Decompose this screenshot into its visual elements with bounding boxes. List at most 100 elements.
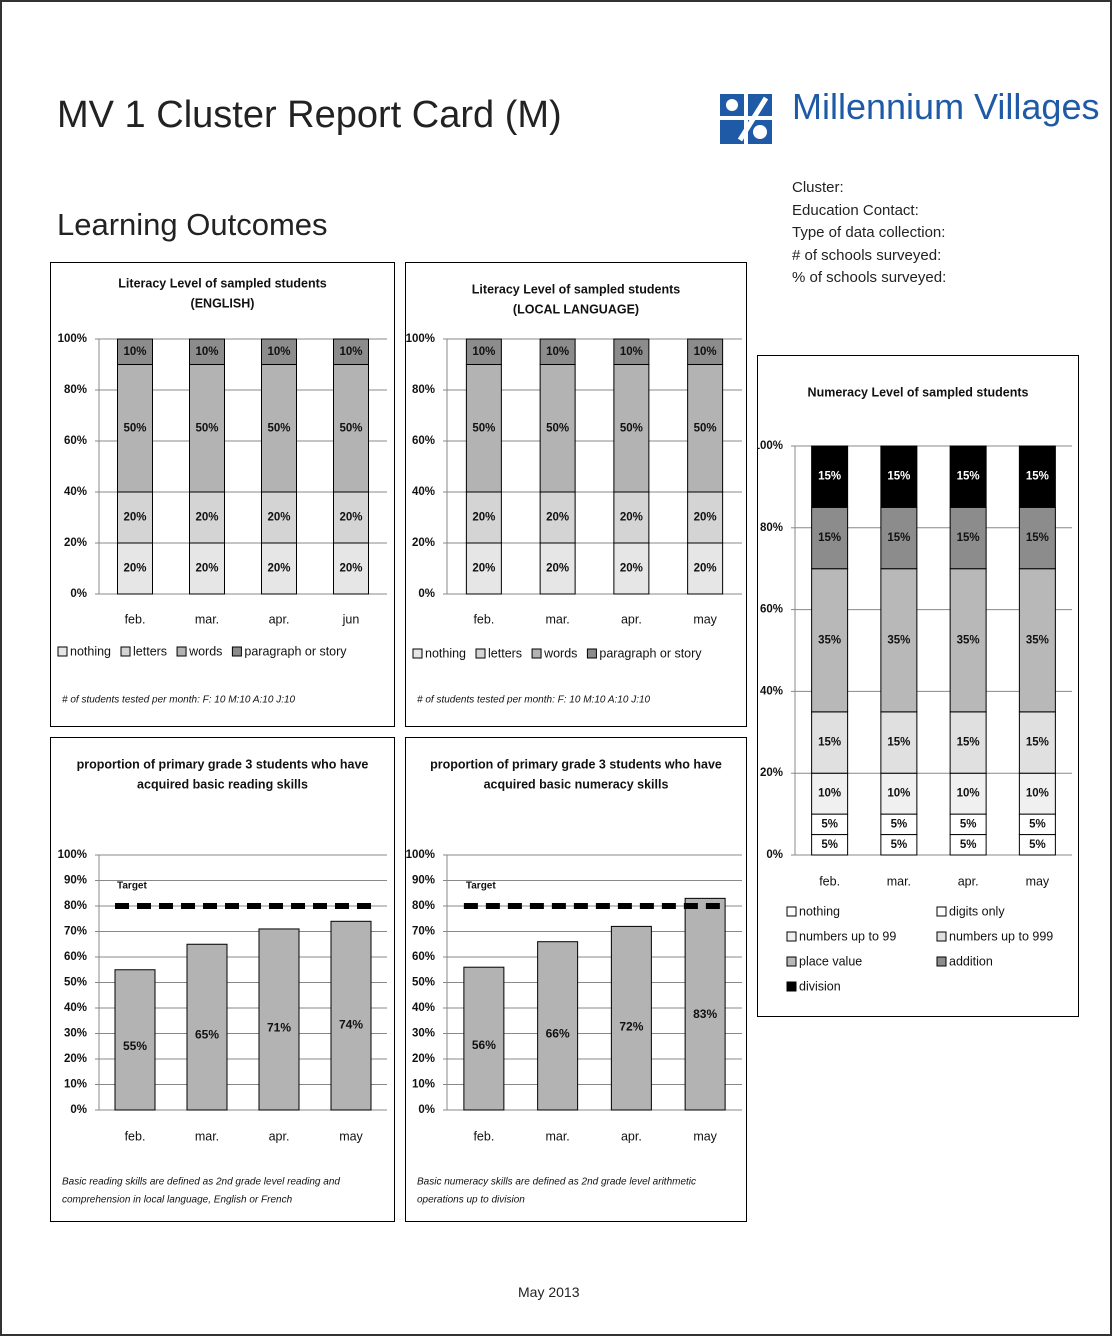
- data-label: 20%: [195, 512, 218, 524]
- data-label: 5%: [960, 839, 977, 851]
- info-item: # of schools surveyed:: [792, 246, 942, 264]
- data-label: 20%: [546, 563, 569, 575]
- bar: [186, 943, 228, 1111]
- bar-segment: [687, 542, 724, 595]
- y-tick-label: 60%: [412, 951, 435, 963]
- legend-label: digits only: [949, 904, 1005, 918]
- data-label: 71%: [267, 1021, 291, 1035]
- data-label: 65%: [195, 1028, 219, 1042]
- data-label: 15%: [818, 532, 841, 544]
- info-item: Type of data collection:: [792, 224, 946, 241]
- y-tick-label: 60%: [760, 604, 783, 616]
- y-tick-label: 80%: [412, 384, 435, 396]
- data-label: 50%: [339, 422, 362, 434]
- chart-note: # of students tested per month: F: 10 M:…: [417, 695, 651, 706]
- x-tick-label: apr.: [269, 1129, 290, 1143]
- bar-segment: [539, 491, 576, 544]
- y-tick-label: 0%: [70, 588, 87, 600]
- data-label: 5%: [821, 818, 838, 830]
- info-list: Cluster: Education Contact: Type of data…: [792, 177, 946, 290]
- target-label: Target: [117, 881, 147, 892]
- legend-label: nothing: [799, 904, 840, 918]
- legend-label: letters: [488, 646, 522, 660]
- chart-box: Numeracy Level of sampled students 0% 20% 4…: [757, 355, 1079, 1017]
- bar-segment: [465, 491, 502, 544]
- legend-label: numbers up to 99: [799, 929, 896, 943]
- bar-segment: [333, 542, 369, 595]
- data-label: 20%: [339, 563, 362, 575]
- y-tick-label: 80%: [64, 900, 87, 912]
- bar-segment: [333, 338, 369, 365]
- x-tick-label: mar.: [195, 1129, 219, 1143]
- bar-segment: [613, 542, 650, 595]
- chart-note: operations up to division: [417, 1195, 525, 1206]
- bar-segment: [261, 364, 297, 493]
- data-label: 5%: [821, 839, 838, 851]
- data-label: 55%: [123, 1039, 147, 1053]
- chart-title: proportion of primary grade 3 students w…: [77, 757, 369, 771]
- bar-segment: [811, 506, 849, 570]
- data-label: 50%: [546, 422, 569, 434]
- legend-swatch: [786, 956, 797, 967]
- y-tick-label: 90%: [412, 875, 435, 887]
- data-label: 66%: [546, 1026, 570, 1040]
- data-label: 15%: [818, 471, 841, 483]
- y-tick-label: 60%: [412, 435, 435, 447]
- y-tick-label: 20%: [412, 537, 435, 549]
- bar-segment: [949, 711, 987, 774]
- bar: [684, 897, 726, 1111]
- data-label: 15%: [957, 737, 980, 749]
- y-tick-label: 90%: [64, 875, 87, 887]
- bar-segment: [811, 568, 849, 713]
- data-label: 35%: [818, 634, 841, 646]
- bar-segment: [117, 338, 153, 365]
- bar-segment: [613, 491, 650, 544]
- info-item: % of schools surveyed:: [792, 269, 947, 286]
- data-label: 20%: [339, 512, 362, 524]
- bar-segment: [811, 772, 849, 815]
- y-tick-label: 20%: [760, 767, 783, 779]
- bar-segment: [1018, 711, 1056, 774]
- bar: [463, 966, 505, 1111]
- x-tick-label: mar.: [545, 1129, 569, 1143]
- bar-segment: [261, 491, 297, 544]
- bar-segment: [117, 364, 153, 493]
- chart-title: acquired basic numeracy skills: [484, 777, 669, 791]
- legend-label: words: [543, 646, 577, 660]
- chart-note: Basic numeracy skills are defined as 2nd…: [417, 1177, 696, 1188]
- data-label: 15%: [887, 471, 910, 483]
- bar-segment: [880, 568, 918, 713]
- y-tick-label: 40%: [412, 1002, 435, 1014]
- bar: [537, 941, 579, 1111]
- y-tick-label: 80%: [412, 900, 435, 912]
- data-label: 50%: [267, 422, 290, 434]
- data-label: 20%: [472, 512, 495, 524]
- legend-label: nothing: [425, 646, 466, 660]
- bar: [114, 969, 156, 1111]
- x-tick-label: may: [693, 1129, 717, 1143]
- bar-segment: [465, 542, 502, 595]
- legend-label: numbers up to 999: [949, 929, 1053, 943]
- bar-segment: [687, 364, 724, 493]
- bar-segment: [811, 445, 849, 508]
- x-tick-label: feb.: [473, 612, 494, 626]
- x-tick-label: feb.: [125, 1129, 146, 1143]
- data-label: 10%: [123, 346, 146, 358]
- data-label: 50%: [123, 422, 146, 434]
- chart-box: proportion of primary grade 3 students w…: [405, 737, 747, 1222]
- bar-segment: [687, 338, 724, 365]
- data-label: 10%: [339, 346, 362, 358]
- data-label: 50%: [472, 422, 495, 434]
- data-label: 10%: [1026, 788, 1049, 800]
- bar-segment: [333, 491, 369, 544]
- data-label: 20%: [694, 512, 717, 524]
- legend-swatch: [531, 648, 542, 659]
- legend-swatch: [786, 931, 797, 942]
- data-label: 5%: [1029, 839, 1046, 851]
- target-label: Target: [466, 881, 496, 892]
- legend-label: nothing: [70, 644, 111, 658]
- data-label: 5%: [960, 818, 977, 830]
- legend-label: paragraph or story: [244, 644, 347, 658]
- y-tick-label: 100%: [58, 333, 87, 345]
